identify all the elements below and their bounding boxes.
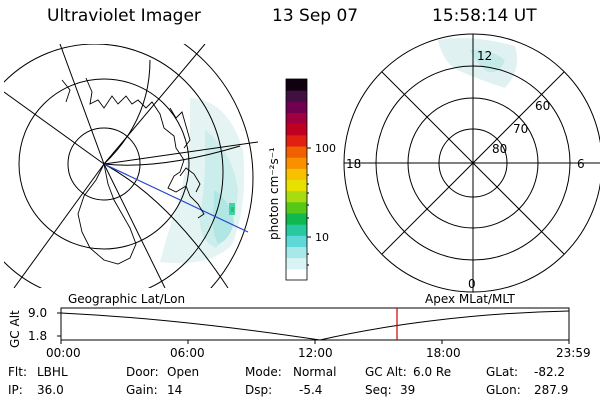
- orbit-track: [103, 163, 249, 233]
- dsp-value: -5.4: [299, 383, 323, 397]
- colorbar-segment: [286, 246, 307, 259]
- gcalt-value: 6.0 Re: [413, 365, 452, 379]
- colorbar-segment: [286, 168, 307, 180]
- colorbar-segment: [286, 112, 307, 125]
- mlat-label-80: 80: [492, 142, 507, 156]
- mlt-label-0: 0: [468, 277, 476, 291]
- glat-label: GLat:: [486, 365, 519, 379]
- timeline-xtick-2359: 23:59: [556, 346, 591, 360]
- glat-value: -82.2: [534, 365, 566, 379]
- latitude-circles: [4, 44, 254, 288]
- colorbar-segment: [286, 190, 307, 203]
- colorbar-ticks: [307, 147, 311, 266]
- ip-value: 36.0: [37, 383, 64, 397]
- colorbar-segment: [286, 146, 307, 158]
- colorbar-segment: [286, 79, 307, 91]
- right-map-caption: Apex MLat/MLT: [425, 292, 515, 306]
- mlt-label-18: 18: [346, 157, 361, 171]
- geographic-map: [4, 44, 258, 288]
- glon-label: GLon:: [486, 383, 521, 397]
- altitude-plot: [57, 307, 570, 344]
- colorbar-segment: [286, 134, 307, 147]
- gain-value: 14: [167, 383, 183, 397]
- gcalt-label: GC Alt:: [365, 365, 407, 379]
- timeline-axis-label: GC Alt: [8, 310, 22, 348]
- left-aurora-emission: [160, 98, 245, 264]
- colorbar-segment: [286, 257, 307, 270]
- flt-label: Flt:: [8, 365, 27, 379]
- colorbar-segment: [286, 157, 307, 169]
- coastline: [61, 77, 205, 265]
- colorbar-tick-10: 10: [315, 231, 329, 244]
- polar-map: [343, 33, 600, 293]
- colorbar-segment: [286, 101, 307, 113]
- mlat-label-70: 70: [513, 122, 528, 136]
- glon-value: 287.9: [534, 383, 569, 397]
- colorbar-segment: [286, 268, 307, 281]
- mode-label: Mode:: [245, 365, 282, 379]
- colorbar-segment: [286, 235, 307, 247]
- colorbar-segment: [286, 179, 307, 192]
- polar-spokes: [344, 34, 600, 292]
- dsp-label: Dsp:: [245, 383, 273, 397]
- colorbar-segment: [286, 123, 307, 136]
- timeline-xtick-1200: 12:00: [298, 346, 333, 360]
- gain-label: Gain:: [126, 383, 158, 397]
- colorbar-segment: [286, 90, 307, 102]
- seq-label: Seq:: [365, 383, 392, 397]
- right-aurora-emission: [438, 38, 518, 88]
- colorbar-segment: [286, 224, 307, 236]
- time: 15:58:14 UT: [432, 6, 537, 26]
- colorbar-segment: [286, 201, 307, 214]
- colorbar-unit-label: photon cm⁻²s⁻¹: [267, 147, 281, 240]
- title: Ultraviolet Imager: [47, 6, 201, 26]
- mode-value: Normal: [293, 365, 337, 379]
- timeline-ytick-9: 9.0: [28, 306, 48, 320]
- left-map-caption: Geographic Lat/Lon: [68, 292, 186, 306]
- meridian-lines: [4, 44, 258, 288]
- timeline-xtick-0600: 06:00: [170, 346, 205, 360]
- colorbar-tick-100: 100: [315, 142, 336, 155]
- flt-value: LBHL: [37, 365, 68, 379]
- mlt-label-12: 12: [477, 49, 492, 63]
- altitude-curve: [60, 310, 570, 341]
- colorbar: [286, 79, 307, 281]
- colorbar-segment: [286, 213, 307, 225]
- date: 13 Sep 07: [272, 6, 359, 26]
- door-value: Open: [167, 365, 200, 379]
- mlt-label-6: 6: [577, 157, 585, 171]
- timeline-xtick-1800: 18:00: [426, 346, 461, 360]
- timeline-ytick-1-8: 1.8: [28, 329, 48, 343]
- door-label: Door:: [126, 365, 159, 379]
- timeline-xtick-0000: 00:00: [46, 346, 81, 360]
- mlat-label-60: 60: [535, 99, 550, 113]
- ip-label: IP:: [8, 383, 23, 397]
- seq-value: 39: [400, 383, 416, 397]
